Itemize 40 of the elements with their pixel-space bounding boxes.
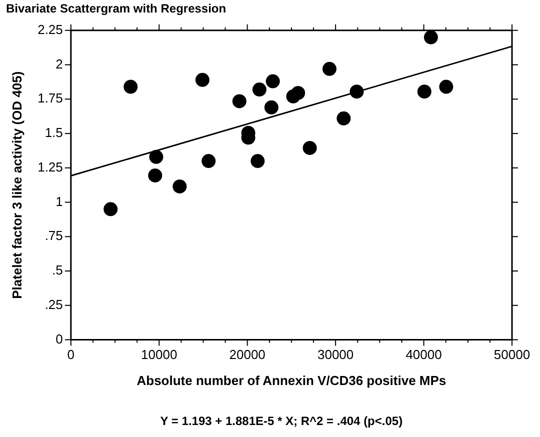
y-tick-label: 1 (56, 194, 63, 209)
y-tick-label: .75 (44, 228, 63, 244)
point (264, 100, 278, 114)
point (232, 94, 246, 108)
y-tick-label: 1.25 (38, 159, 63, 174)
point (336, 111, 351, 126)
y-tick-label: 0 (56, 331, 63, 346)
point (302, 140, 317, 155)
x-tick-label: 30000 (317, 347, 354, 362)
y-tick-label: 1.75 (38, 90, 63, 106)
y-tick-label: .5 (52, 262, 63, 278)
x-tick-label: 0 (67, 347, 75, 362)
x-tick-label: 10000 (141, 347, 178, 362)
point (202, 154, 216, 168)
point (195, 72, 210, 87)
point (266, 74, 280, 88)
y-tick-label: .25 (44, 297, 63, 312)
point (439, 80, 454, 94)
x-tick-label: 50000 (494, 347, 530, 362)
point (148, 168, 162, 182)
point (104, 202, 118, 216)
point (250, 154, 265, 168)
point (149, 150, 164, 164)
point (252, 82, 266, 97)
point (172, 179, 187, 194)
x-tick-label: 20000 (229, 347, 266, 362)
y-axis-title: Platelet factor 3 like activity (OD 405) (9, 71, 24, 299)
text: Y = 1.193 + 1.881E-5 * X; R^2 = .404 (p<.05) (160, 414, 403, 428)
chart-title: Bivariate Scattergram with Regression (6, 2, 226, 16)
x-tick-label: 40000 (406, 347, 442, 362)
point (322, 62, 336, 76)
point (350, 84, 364, 99)
y-tick-label: 1.5 (44, 125, 63, 140)
y-tick-label: 2.25 (38, 22, 63, 37)
point (124, 80, 138, 94)
point (417, 84, 432, 99)
point (424, 30, 438, 44)
point (291, 86, 306, 100)
x-axis-title: Absolute number of Annexin V/CD36 positive MPs (136, 372, 446, 388)
y-tick-label: 2 (56, 56, 63, 72)
